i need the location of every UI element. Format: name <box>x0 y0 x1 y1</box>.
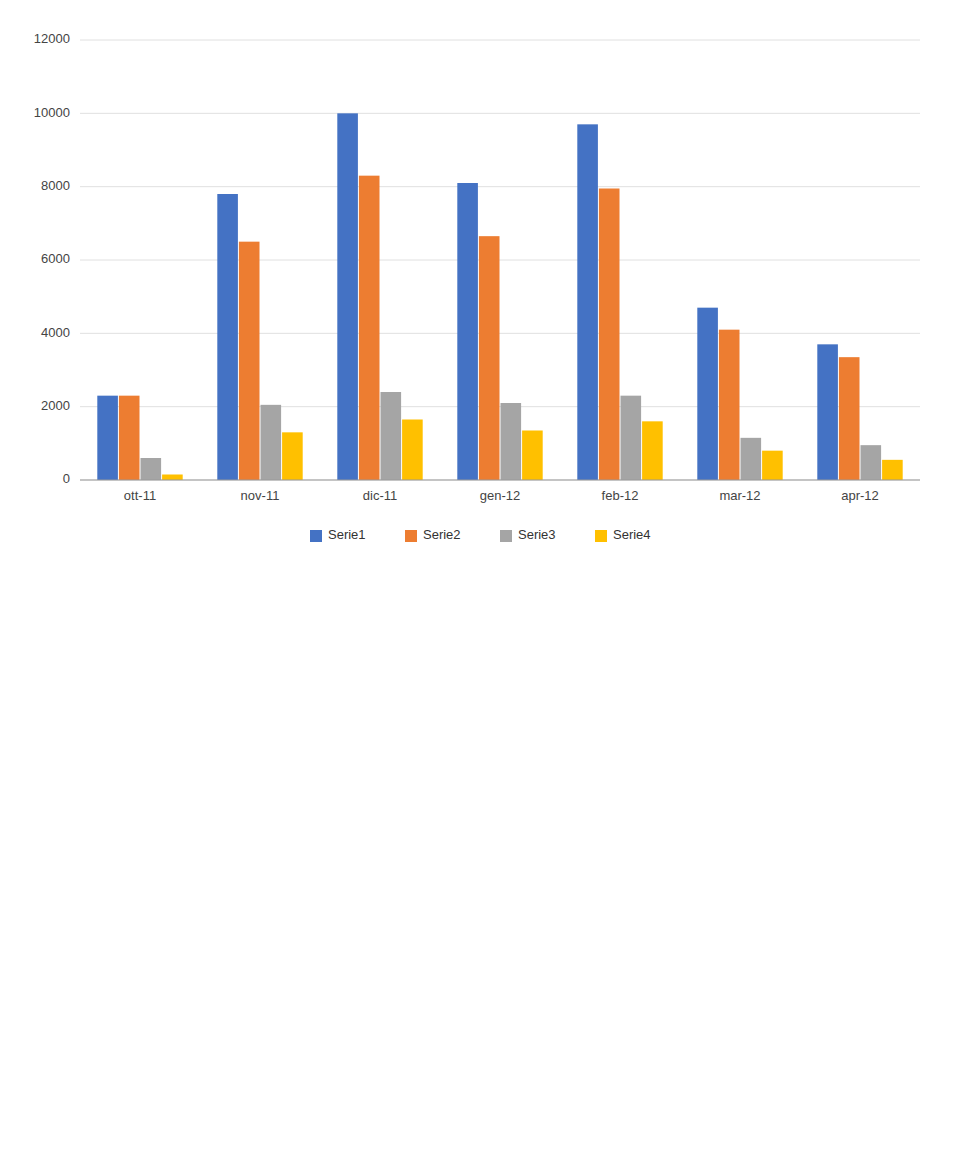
legend: Serie1 Serie2 Serie3 Serie4 <box>310 527 651 542</box>
y-tick-label: 0 <box>63 471 70 486</box>
grid-line <box>80 333 920 334</box>
legend-label: Serie3 <box>518 527 556 542</box>
bar <box>337 113 358 480</box>
bar <box>457 183 478 480</box>
grid-line <box>80 40 920 41</box>
bar <box>381 392 402 480</box>
bar <box>697 308 718 480</box>
bar <box>861 445 882 480</box>
bar <box>217 194 238 480</box>
legend-swatch <box>310 530 322 542</box>
grid-line <box>80 260 920 261</box>
bar <box>642 421 663 480</box>
grid <box>80 40 920 480</box>
bars <box>97 113 902 480</box>
legend-label: Serie4 <box>613 527 651 542</box>
bar <box>141 458 162 480</box>
grid-line <box>80 480 920 481</box>
bar <box>119 396 140 480</box>
bar <box>621 396 642 480</box>
grid-line <box>80 186 920 187</box>
bar <box>501 403 522 480</box>
series-bars <box>141 392 882 480</box>
bar <box>817 344 838 480</box>
legend-swatch <box>500 530 512 542</box>
legend-label: Serie2 <box>423 527 461 542</box>
grid-line <box>80 406 920 407</box>
x-tick-label: gen-12 <box>480 488 520 503</box>
bar <box>719 330 740 480</box>
x-tick-label: nov-11 <box>241 488 280 503</box>
bar <box>882 460 903 480</box>
x-tick-label: dic-11 <box>363 488 397 503</box>
bar <box>839 357 860 480</box>
y-tick-labels: 0 2000 4000 6000 8000 10000 12000 <box>34 31 70 486</box>
bar <box>97 396 118 480</box>
bar <box>522 431 543 481</box>
bar <box>599 189 620 481</box>
bar <box>282 432 303 480</box>
grid-line <box>80 113 920 114</box>
x-axis-line <box>80 480 920 481</box>
y-tick-label: 12000 <box>34 31 70 46</box>
bar <box>741 438 762 480</box>
y-tick-label: 8000 <box>41 178 70 193</box>
y-tick-label: 2000 <box>41 398 70 413</box>
bar <box>239 242 260 480</box>
x-tick-labels: ott-11 nov-11 dic-11 gen-12 feb-12 mar-12 apr-… <box>124 488 879 503</box>
series-bars <box>162 420 903 481</box>
bar <box>402 420 423 481</box>
bar <box>762 451 783 480</box>
bar <box>162 475 183 481</box>
bar <box>577 124 598 480</box>
y-tick-label: 6000 <box>41 251 70 266</box>
bar <box>359 176 380 480</box>
x-tick-label: ott-11 <box>124 488 156 503</box>
bar <box>261 405 282 480</box>
y-tick-label: 10000 <box>34 105 70 120</box>
legend-label: Serie1 <box>328 527 366 542</box>
chart-svg: 0 2000 4000 6000 8000 10000 12000 ott-11 nov-11 d… <box>0 0 960 1175</box>
legend-swatch <box>595 530 607 542</box>
legend-swatch <box>405 530 417 542</box>
series-bars <box>97 113 838 480</box>
chart-container: 0 2000 4000 6000 8000 10000 12000 ott-11 nov-11 d… <box>0 0 960 1175</box>
series-bars <box>119 176 860 480</box>
y-tick-label: 4000 <box>41 325 70 340</box>
x-tick-label: apr-12 <box>841 488 879 503</box>
x-tick-label: feb-12 <box>602 488 639 503</box>
bar <box>479 236 500 480</box>
x-tick-label: mar-12 <box>719 488 760 503</box>
